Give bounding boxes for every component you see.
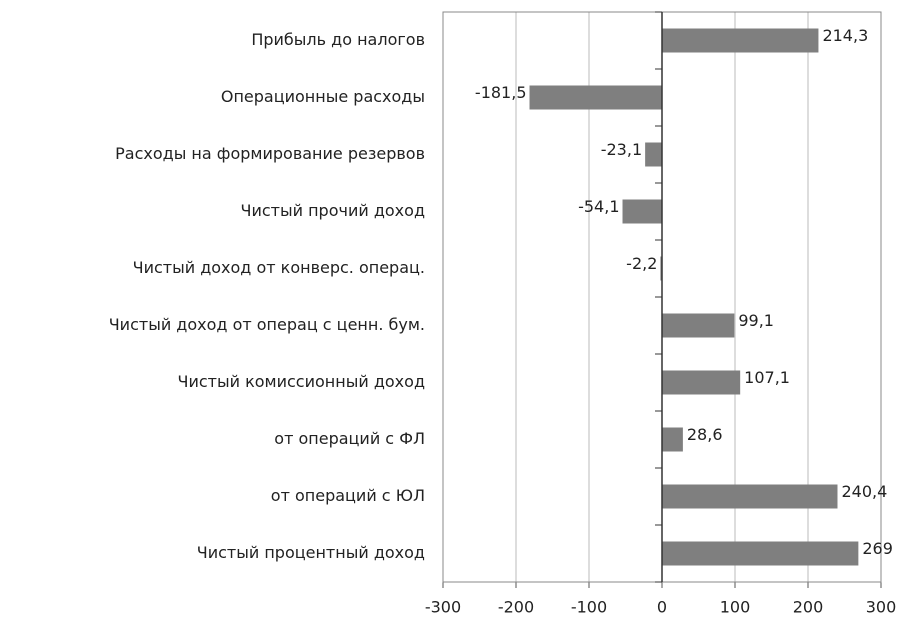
bar (662, 484, 838, 509)
x-tick-label: 0 (657, 598, 667, 617)
x-tick-label: -300 (425, 598, 461, 617)
x-tick-label: 300 (866, 598, 897, 617)
bar (662, 28, 819, 53)
value-label: 99,1 (738, 311, 774, 330)
x-tick-label: -100 (571, 598, 607, 617)
value-label: -2,2 (626, 254, 657, 273)
bar (662, 313, 735, 338)
bar (662, 541, 859, 566)
value-label: 107,1 (744, 368, 790, 387)
bar (660, 256, 662, 281)
y-tick-label: Операционные расходы (221, 87, 425, 106)
value-label: -181,5 (475, 83, 527, 102)
bar (622, 199, 662, 224)
bar (529, 85, 662, 110)
x-tick-label: 100 (720, 598, 751, 617)
bar (662, 427, 683, 452)
y-tick-label: от операций с ЮЛ (271, 486, 425, 505)
y-tick-label: Чистый доход от конверс. операц. (133, 258, 425, 277)
y-tick-label: Расходы на формирование резервов (115, 144, 425, 163)
y-tick-label: Чистый доход от операц с ценн. бум. (109, 315, 425, 334)
y-tick-label: от операций с ФЛ (274, 429, 425, 448)
value-label: 269 (862, 539, 893, 558)
value-label: -23,1 (601, 140, 642, 159)
value-label: 240,4 (841, 482, 887, 501)
y-tick-label: Чистый процентный доход (197, 543, 425, 562)
value-label: 28,6 (687, 425, 723, 444)
value-label: 214,3 (822, 26, 868, 45)
x-tick-label: -200 (498, 598, 534, 617)
y-tick-label: Прибыль до налогов (251, 30, 425, 49)
value-label: -54,1 (578, 197, 619, 216)
y-tick-label: Чистый комиссионный доход (177, 372, 425, 391)
y-tick-label: Чистый прочий доход (240, 201, 425, 220)
bar (645, 142, 662, 167)
bar (662, 370, 741, 395)
x-tick-label: 200 (793, 598, 824, 617)
